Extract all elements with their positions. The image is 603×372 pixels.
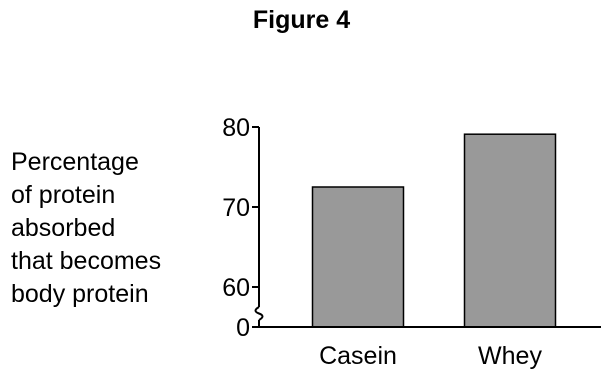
y-axis-label-line-4: that becomes — [11, 247, 162, 275]
y-tick-label-80: 80 — [222, 114, 250, 142]
y-tick-label-0: 0 — [236, 314, 250, 342]
bar-whey — [463, 133, 557, 328]
figure-title: Figure 4 — [252, 6, 351, 34]
bar-casein — [311, 186, 405, 328]
x-tick-label-whey: Whey — [478, 342, 542, 370]
y-axis-break — [254, 306, 264, 321]
x-tick-label-casein: Casein — [319, 342, 397, 370]
y-tick-label-60: 60 — [222, 274, 250, 302]
y-tick-label-70: 70 — [222, 194, 250, 222]
y-axis-label-line-2: of protein — [11, 181, 116, 209]
y-axis-label-line-1: Percentage — [11, 148, 139, 176]
y-axis-label: Percentage of protein absorbed that beco… — [11, 146, 201, 311]
y-axis-label-line-5: body protein — [11, 280, 149, 308]
y-axis-label-line-3: absorbed — [11, 214, 116, 242]
